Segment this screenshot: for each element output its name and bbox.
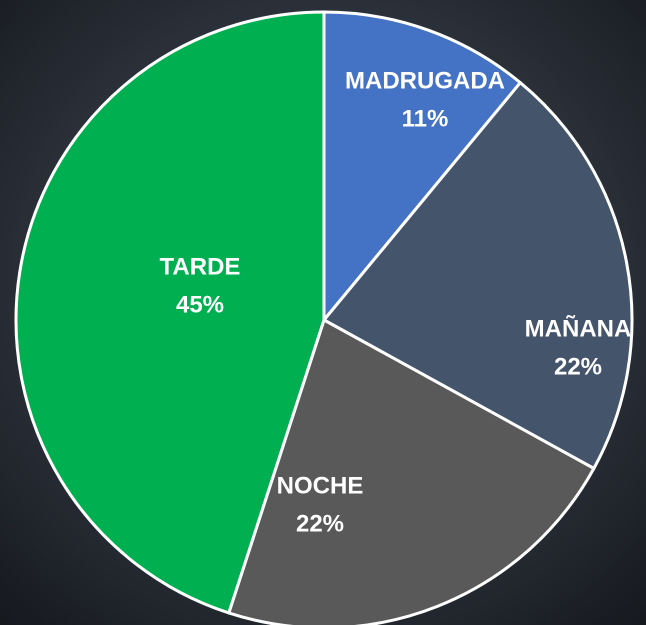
chart: MADRUGADA 11% MAÑANA 22% NOCHE 22% TARDE 45%	[0, 0, 646, 625]
slice-value-label: 22%	[554, 353, 602, 380]
page: MADRUGADA11%MAÑANA22%NOCHE22%TARDE45% ((…	[0, 0, 646, 625]
slice-label: MAÑANA	[525, 314, 632, 342]
slice-label: NOCHE	[277, 472, 364, 499]
slice-label: MADRUGADA	[345, 67, 505, 94]
slice-value-label: 22%	[296, 510, 344, 537]
slice-label: TARDE	[160, 253, 241, 280]
slice-value-label: 11%	[402, 105, 449, 132]
slice-value-label: 45%	[176, 291, 224, 318]
